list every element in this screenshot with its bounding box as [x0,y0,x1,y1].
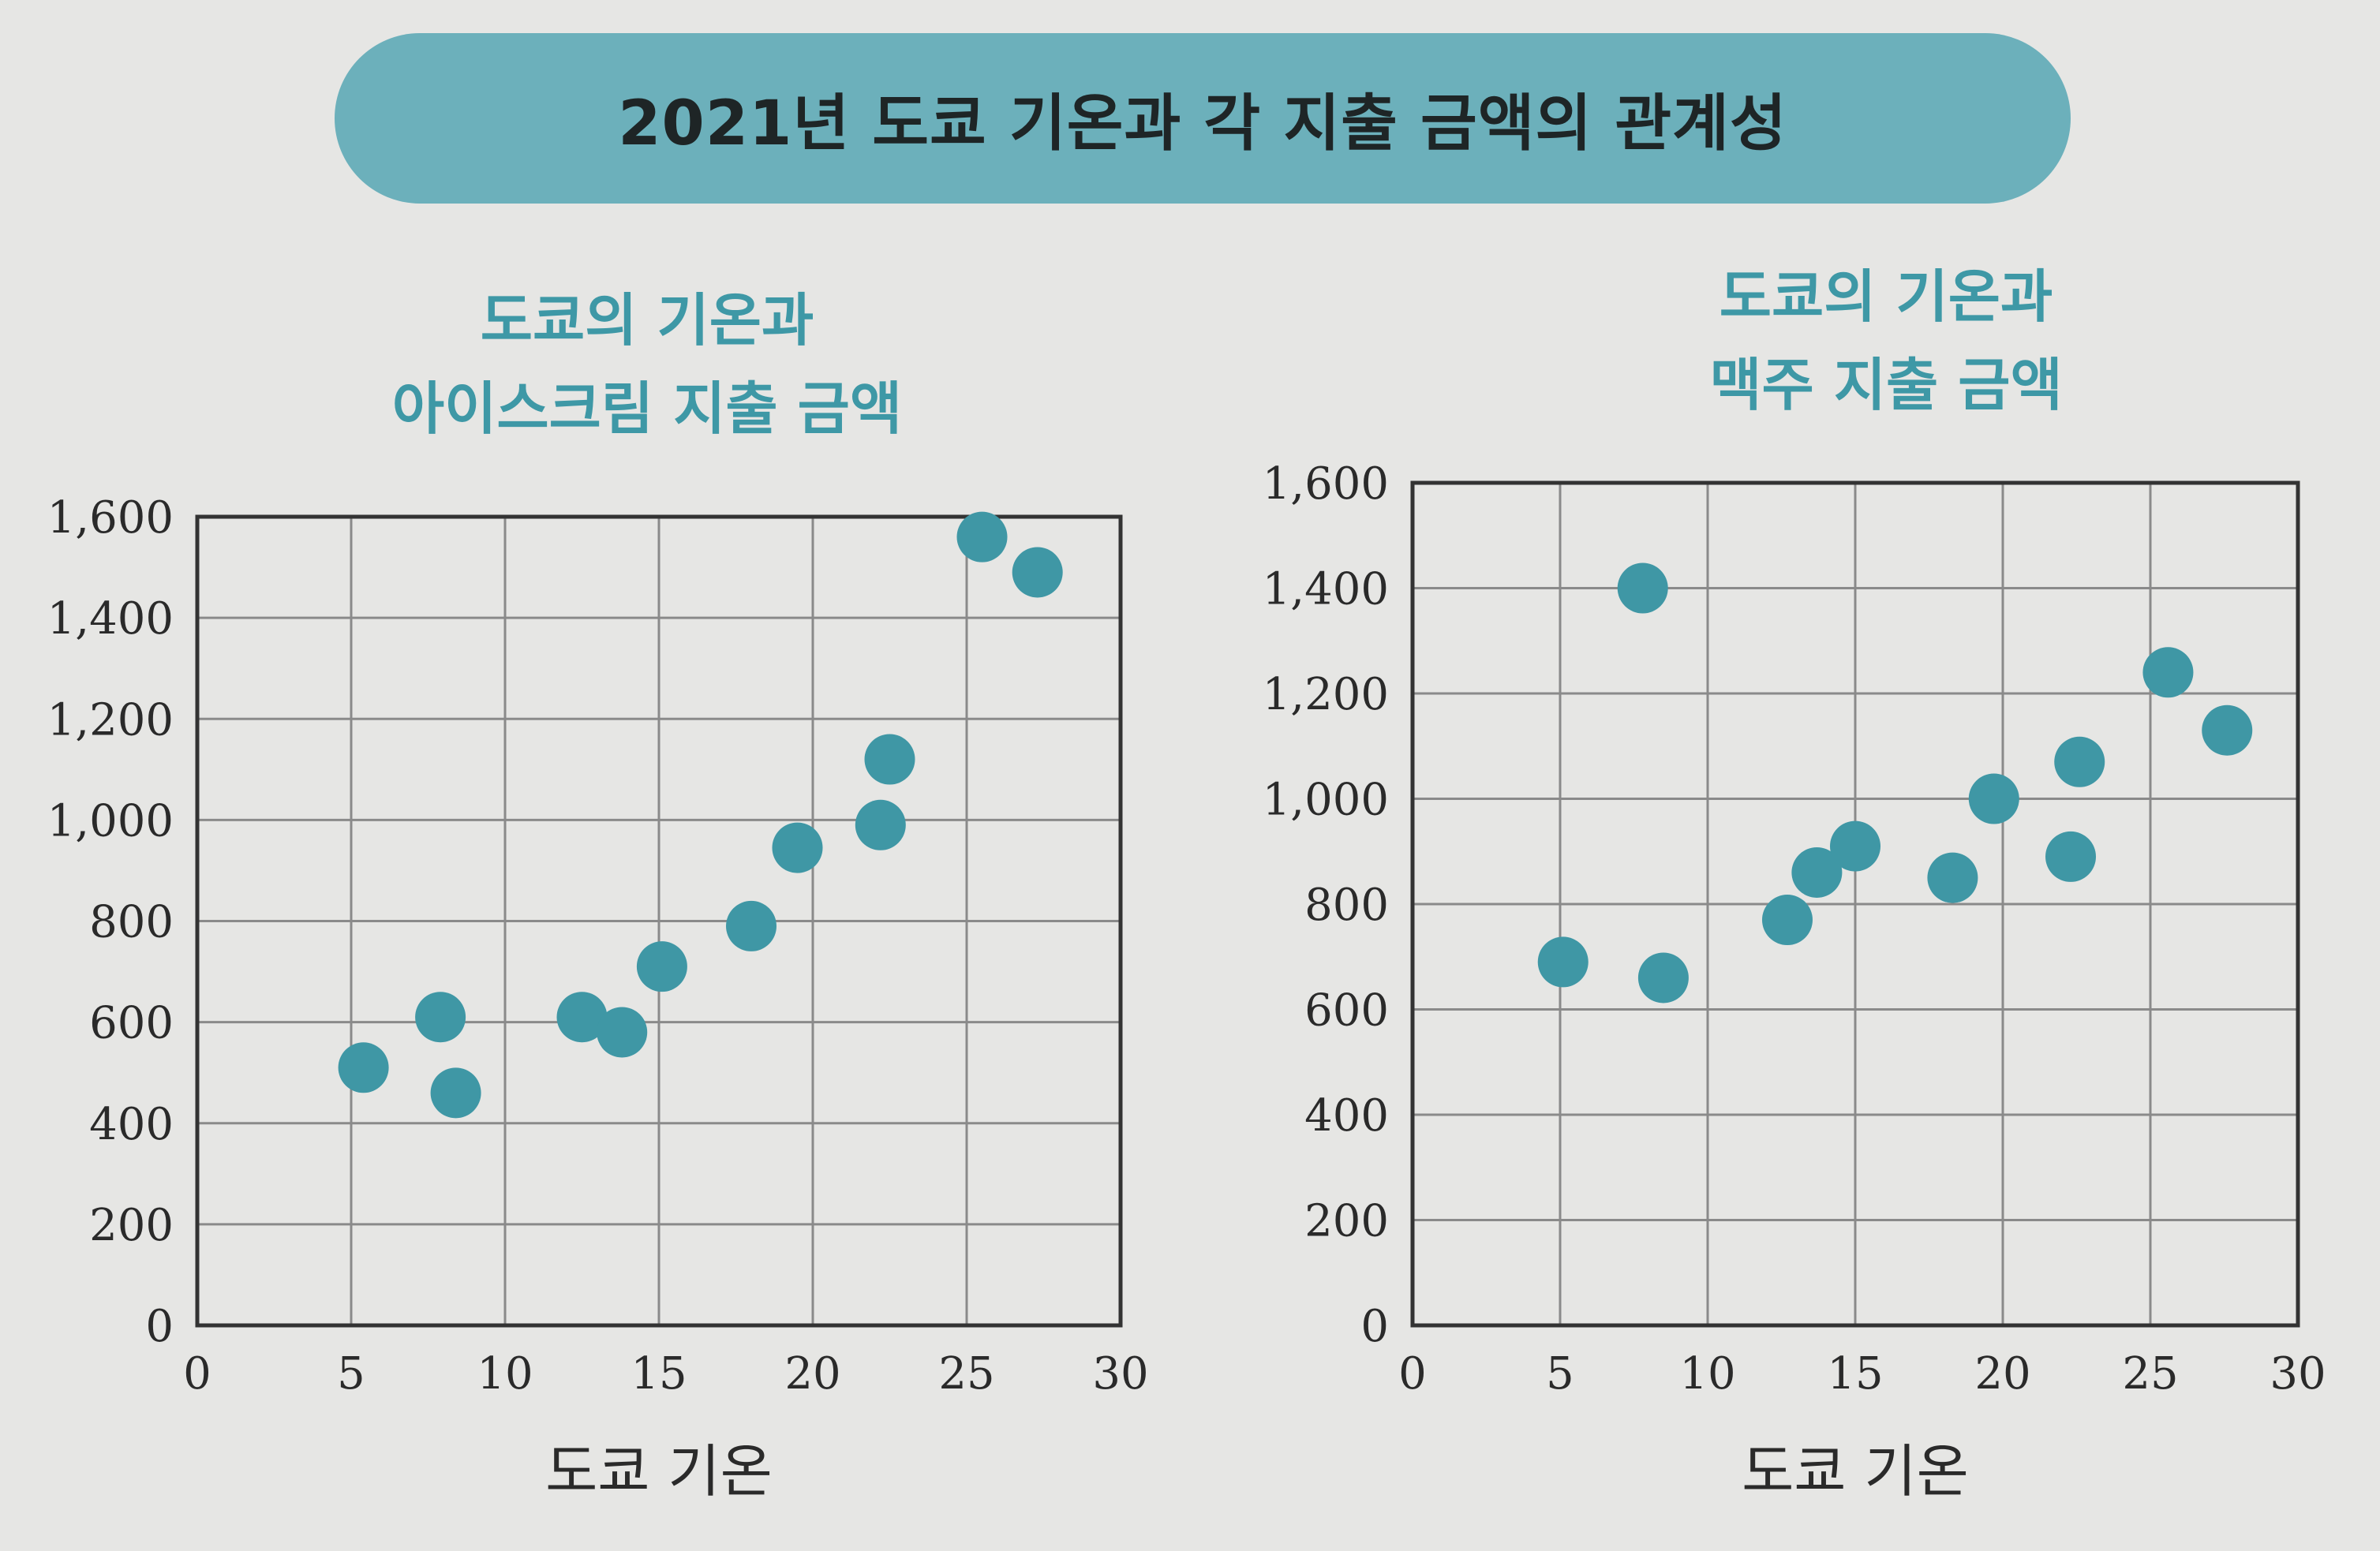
right-y-tick-label: 1,200 [1263,669,1389,720]
left-chart-title: 도쿄의 기온과 아이스크림 지출 금액 [331,276,963,453]
left-point [726,900,776,951]
left-point [556,992,608,1043]
right-x-tick-label: 20 [1974,1348,2030,1400]
right-y-tick-label: 600 [1304,985,1389,1037]
right-x-tick-label: 0 [1398,1348,1427,1400]
left-y-tick-label: 800 [89,897,174,948]
left-chart-title-line1: 도쿄의 기온과 [480,287,814,353]
right-point [1617,562,1668,614]
right-x-tick-label: 5 [1546,1348,1574,1400]
left-point [956,511,1008,562]
right-frame [1410,480,2300,1328]
banner-title: 2021년 도쿄 기온과 각 지출 금액의 관계성 [618,88,1787,159]
left-y-tick-label: 1,200 [47,694,174,746]
right-x-tick-label: 15 [1827,1348,1883,1400]
left-y-tick-label: 400 [89,1099,174,1150]
left-x-tick-label: 30 [1092,1348,1148,1400]
left-y-tick-label: 1,600 [47,492,174,544]
left-point [855,799,906,850]
right-y-tick-label: 400 [1304,1090,1389,1142]
right-point [1791,847,1843,898]
right-point [1537,936,1589,988]
left-chart-title-line2: 아이스크림 지출 금액 [391,376,903,442]
left-y-tick-label: 600 [89,998,174,1049]
right-point [2202,704,2253,756]
left-point [772,822,823,873]
left-point [597,1007,648,1058]
right-point [1927,852,1978,903]
left-y-tick-label: 1,400 [47,593,174,645]
right-point [1637,952,1689,1003]
right-y-tick-label: 200 [1304,1196,1389,1247]
right-x-tick-label: 10 [1679,1348,1735,1400]
right-x-tick-label: 25 [2122,1348,2178,1400]
right-point [2054,736,2105,787]
right-y-tick-label: 1,600 [1263,458,1389,510]
right-y-tick-label: 1,000 [1263,775,1389,826]
left-x-tick-label: 15 [631,1348,687,1400]
left-x-axis-label: 도쿄 기온 [545,1438,773,1504]
right-x-tick-label: 30 [2270,1348,2326,1400]
right-chart-title-line2: 맥주 지출 금액 [1709,352,2063,418]
left-x-tick-label: 10 [477,1348,533,1400]
left-y-tick-label: 200 [89,1200,174,1251]
right-y-tick-label: 0 [1360,1301,1389,1352]
right-point [1761,895,1813,946]
right-point [1830,820,1880,872]
right-point [1968,773,2019,824]
right-point [2142,647,2194,698]
title-banner: 2021년 도쿄 기온과 각 지출 금액의 관계성 [335,33,2071,204]
left-point [864,734,915,785]
left-point [338,1042,389,1093]
left-x-tick-label: 20 [784,1348,840,1400]
left-x-tick-label: 0 [183,1348,211,1400]
left-x-tick-label: 25 [938,1348,994,1400]
right-y-tick-label: 800 [1304,880,1389,931]
left-point [430,1067,481,1119]
left-point [1012,547,1063,598]
left-y-tick-label: 0 [145,1301,174,1352]
right-x-axis-label: 도쿄 기온 [1742,1438,1969,1504]
right-point [2045,831,2097,882]
left-x-tick-label: 5 [337,1348,365,1400]
right-chart-title: 도쿄의 기온과 맥주 지출 금액 [1578,252,2194,429]
right-y-tick-label: 1,400 [1263,564,1389,615]
left-point [636,941,687,992]
left-point [415,992,466,1043]
right-chart-title-line1: 도쿄의 기온과 [1719,263,2053,330]
left-y-tick-label: 1,000 [47,795,174,847]
left-frame [195,514,1123,1328]
